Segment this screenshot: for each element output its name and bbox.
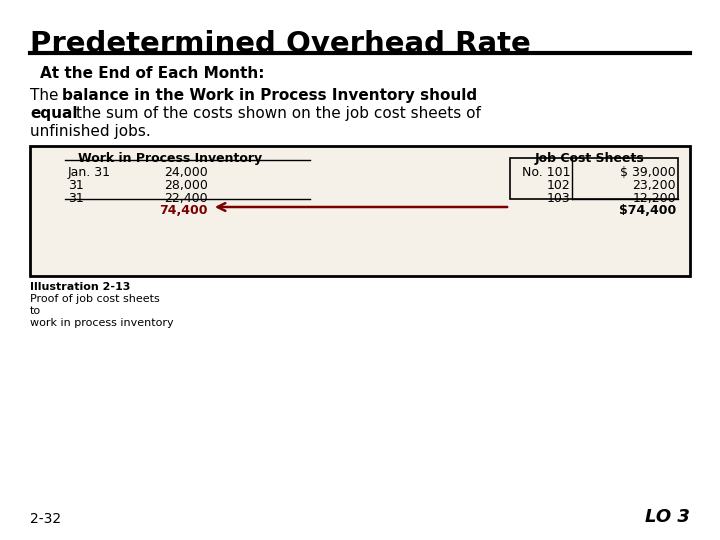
Text: Proof of job cost sheets: Proof of job cost sheets [30,294,160,304]
Text: balance in the Work in Process Inventory should: balance in the Work in Process Inventory… [62,88,477,103]
Text: equal: equal [30,106,78,121]
Text: 31: 31 [68,192,84,205]
Text: the sum of the costs shown on the job cost sheets of: the sum of the costs shown on the job co… [76,106,481,121]
Text: Work in Process Inventory: Work in Process Inventory [78,152,262,165]
Text: $74,400: $74,400 [618,204,676,217]
Text: No. 101: No. 101 [521,166,570,179]
Text: 102: 102 [546,179,570,192]
Bar [30,146,690,276]
Text: At the End of Each Month:: At the End of Each Month: [40,66,264,81]
Text: Illustration 2-13: Illustration 2-13 [30,282,130,292]
Text: 22,400: 22,400 [164,192,208,205]
Text: 2-32: 2-32 [30,512,61,526]
Text: 24,000: 24,000 [164,166,208,179]
Text: LO 3: LO 3 [645,508,690,526]
Text: 23,200: 23,200 [632,179,676,192]
Text: The: The [30,88,63,103]
Text: unfinished jobs.: unfinished jobs. [30,124,150,139]
Text: 31: 31 [68,179,84,192]
Text: $ 39,000: $ 39,000 [620,166,676,179]
Text: work in process inventory: work in process inventory [30,318,174,328]
Text: 12,200: 12,200 [632,192,676,205]
Text: 103: 103 [546,192,570,205]
Text: 28,000: 28,000 [164,179,208,192]
Text: Predetermined Overhead Rate: Predetermined Overhead Rate [30,30,531,58]
Text: Job Cost Sheets: Job Cost Sheets [535,152,645,165]
Bar [510,158,678,199]
Text: Jan. 31: Jan. 31 [68,166,111,179]
Text: 74,400: 74,400 [160,204,208,217]
Text: to: to [30,306,41,316]
